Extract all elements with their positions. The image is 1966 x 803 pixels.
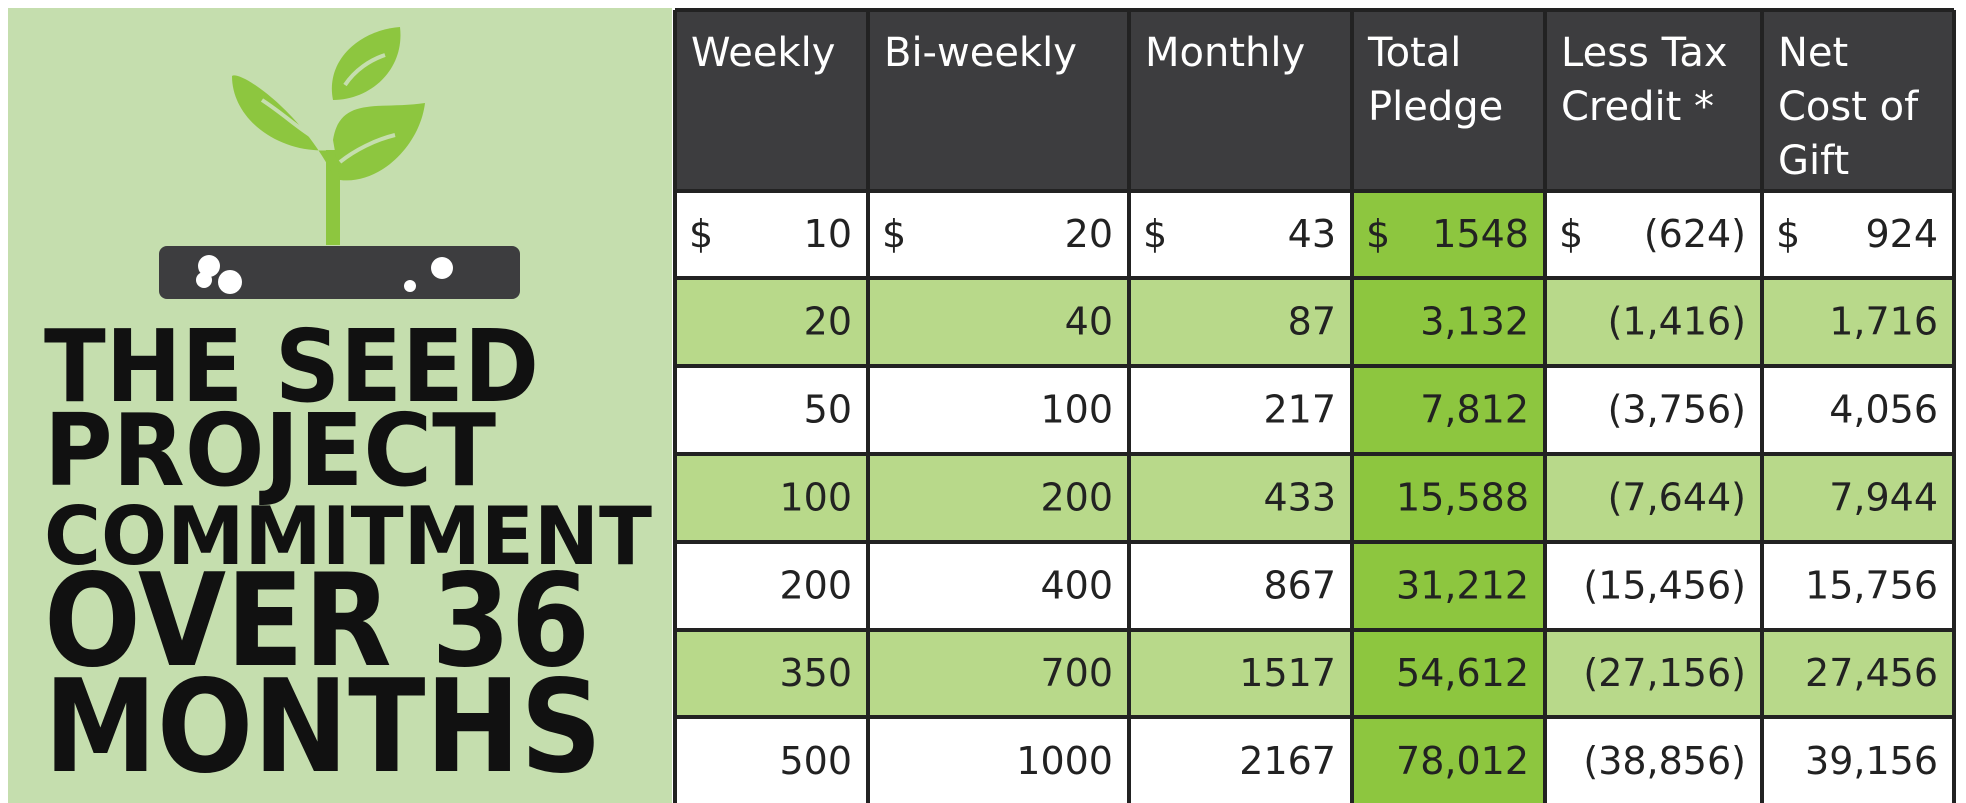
column-header: Bi-weekly bbox=[884, 30, 1077, 76]
cell-value: 7,944 bbox=[1829, 476, 1938, 520]
cell-value: 39,156 bbox=[1805, 739, 1938, 783]
cell-value: 867 bbox=[1263, 564, 1336, 608]
cell-value: 15,588 bbox=[1396, 476, 1529, 520]
cell-value: 27,456 bbox=[1805, 651, 1938, 695]
cell-value: (27,156) bbox=[1583, 651, 1746, 695]
cell-value: (38,856) bbox=[1583, 739, 1746, 783]
cell-value: 400 bbox=[1040, 564, 1113, 608]
cell-value: 43 bbox=[1288, 212, 1336, 256]
currency-symbol: $ bbox=[689, 212, 713, 256]
cell-value: (3,756) bbox=[1608, 388, 1746, 432]
cell-value: 1,716 bbox=[1829, 300, 1938, 344]
cell-value: (7,644) bbox=[1608, 476, 1746, 520]
cell-value: 200 bbox=[1040, 476, 1113, 520]
cell-value: 4,056 bbox=[1829, 388, 1938, 432]
page: THE SEEDPROJECTCOMMITMENTOVER 36MONTHS W… bbox=[0, 0, 1966, 803]
cell-value: 350 bbox=[779, 651, 852, 695]
cell-value: 1000 bbox=[1016, 739, 1113, 783]
cell-value: 40 bbox=[1065, 300, 1113, 344]
column-header: Less Tax bbox=[1561, 30, 1728, 76]
cell-value: 1517 bbox=[1239, 651, 1336, 695]
column-header: Cost of bbox=[1778, 84, 1919, 130]
cell-value: (15,456) bbox=[1583, 564, 1746, 608]
currency-symbol: $ bbox=[1366, 212, 1390, 256]
cell-value: 100 bbox=[779, 476, 852, 520]
currency-symbol: $ bbox=[882, 212, 906, 256]
currency-symbol: $ bbox=[1776, 212, 1800, 256]
cell-value: 700 bbox=[1040, 651, 1113, 695]
column-header: Net bbox=[1778, 30, 1848, 76]
column-header: Gift bbox=[1778, 138, 1849, 184]
cell-value: 50 bbox=[804, 388, 852, 432]
column-header: Weekly bbox=[691, 30, 835, 76]
cell-value: 2167 bbox=[1239, 739, 1336, 783]
cell-value: (1,416) bbox=[1608, 300, 1746, 344]
cell-value: 31,212 bbox=[1396, 564, 1529, 608]
cell-value: (624) bbox=[1644, 212, 1746, 256]
cell-value: 433 bbox=[1263, 476, 1336, 520]
column-header: Credit * bbox=[1561, 84, 1714, 130]
cell-value: 7,812 bbox=[1420, 388, 1529, 432]
cell-value: 1548 bbox=[1432, 212, 1529, 256]
table: Weekly Bi-weekly Monthly Total Pledge Less Ta… bbox=[675, 10, 1954, 803]
cell-value: 100 bbox=[1040, 388, 1113, 432]
cell-value: 54,612 bbox=[1396, 651, 1529, 695]
cell-value: 924 bbox=[1865, 212, 1938, 256]
cell-value: 87 bbox=[1288, 300, 1336, 344]
cell-value: 217 bbox=[1263, 388, 1336, 432]
cell-value: 500 bbox=[779, 739, 852, 783]
cell-value: 15,756 bbox=[1805, 564, 1938, 608]
cell-value: 10 bbox=[804, 212, 852, 256]
cell-value: 20 bbox=[804, 300, 852, 344]
column-header: Monthly bbox=[1145, 30, 1305, 76]
column-header: Pledge bbox=[1368, 84, 1503, 130]
cell-value: 200 bbox=[779, 564, 852, 608]
column-header: Total bbox=[1367, 30, 1461, 76]
cell-value: 3,132 bbox=[1420, 300, 1529, 344]
currency-symbol: $ bbox=[1143, 212, 1167, 256]
cell-value: 78,012 bbox=[1396, 739, 1529, 783]
cell-value: 20 bbox=[1065, 212, 1113, 256]
currency-symbol: $ bbox=[1559, 212, 1583, 256]
title-line: MONTHS bbox=[44, 653, 602, 802]
